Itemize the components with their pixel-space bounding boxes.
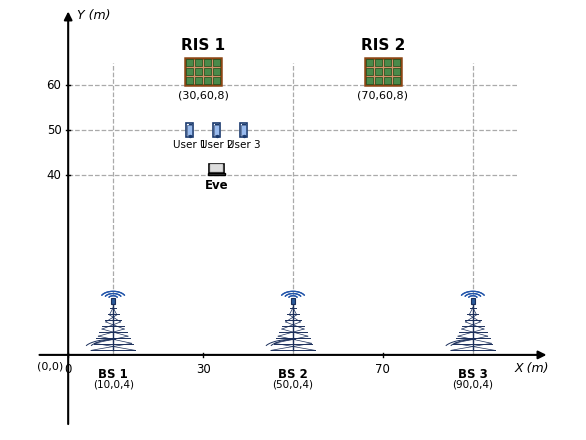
Text: (10,0,4): (10,0,4): [93, 380, 134, 390]
Text: (70,60,8): (70,60,8): [357, 91, 408, 100]
Bar: [209, 164, 224, 173]
Bar: [366, 68, 373, 75]
Bar: [241, 125, 246, 135]
Bar: [186, 59, 193, 66]
Text: 60: 60: [46, 79, 62, 92]
Bar: [366, 59, 373, 66]
Bar: [393, 59, 400, 66]
Bar: [393, 77, 400, 84]
Bar: [365, 58, 401, 85]
Text: (30,60,8): (30,60,8): [178, 91, 229, 100]
Text: RIS 2: RIS 2: [361, 38, 405, 53]
Bar: [393, 68, 400, 75]
Bar: [210, 164, 223, 172]
Bar: [213, 59, 220, 66]
Bar: [195, 59, 202, 66]
Text: 70: 70: [376, 363, 390, 376]
Bar: [384, 77, 391, 84]
Text: User 2: User 2: [200, 140, 233, 150]
Text: RIS 1: RIS 1: [181, 38, 225, 53]
Text: 40: 40: [46, 169, 62, 182]
Text: (0,0): (0,0): [37, 362, 63, 372]
Text: (50,0,4): (50,0,4): [272, 380, 314, 390]
Bar: [213, 123, 220, 137]
Text: X (m): X (m): [515, 362, 549, 374]
Bar: [213, 77, 220, 84]
Bar: [204, 77, 212, 84]
Bar: [204, 68, 212, 75]
Bar: [186, 123, 193, 137]
Text: Eve: Eve: [205, 179, 229, 192]
Text: BS 2: BS 2: [278, 368, 308, 381]
Bar: [374, 77, 382, 84]
Text: User 3: User 3: [227, 140, 260, 150]
Text: (90,0,4): (90,0,4): [452, 380, 493, 390]
Bar: [204, 59, 212, 66]
Text: BS 1: BS 1: [98, 368, 128, 381]
Bar: [213, 68, 220, 75]
Bar: [374, 68, 382, 75]
Text: Y (m): Y (m): [77, 9, 111, 22]
Bar: [195, 77, 202, 84]
Bar: [471, 298, 475, 304]
Bar: [186, 68, 193, 75]
Bar: [374, 59, 382, 66]
Bar: [384, 68, 391, 75]
Bar: [291, 298, 295, 304]
Bar: [185, 58, 221, 85]
Bar: [208, 173, 225, 175]
Bar: [186, 77, 193, 84]
Bar: [240, 123, 247, 137]
Text: User 1: User 1: [173, 140, 206, 150]
Text: BS 3: BS 3: [458, 368, 488, 381]
Text: 0: 0: [64, 363, 72, 376]
Text: 50: 50: [47, 124, 62, 136]
Bar: [214, 125, 219, 135]
Bar: [195, 68, 202, 75]
Bar: [187, 125, 192, 135]
Bar: [366, 77, 373, 84]
Bar: [384, 59, 391, 66]
Bar: [111, 298, 115, 304]
Text: 30: 30: [196, 363, 210, 376]
